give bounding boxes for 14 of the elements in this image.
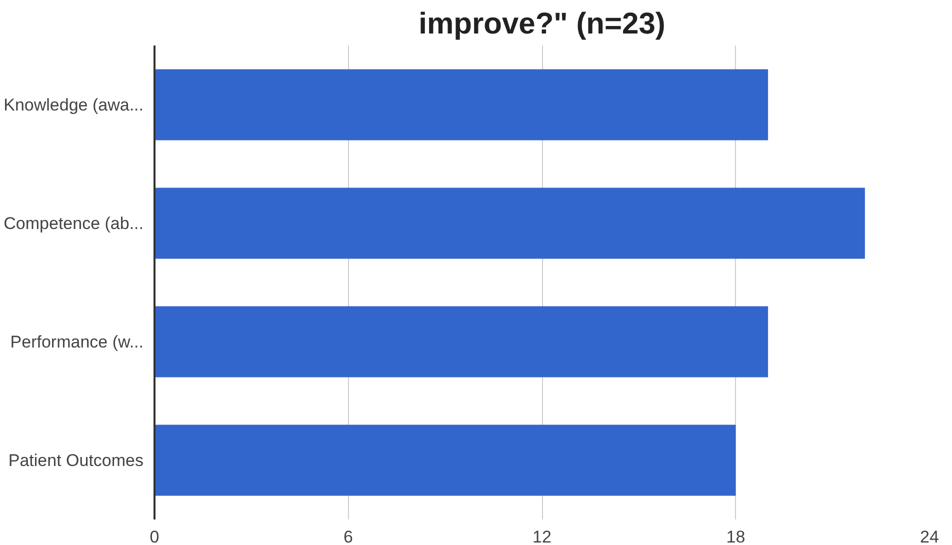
chart-title: improve?" (n=23) [418,8,666,40]
bar [154,188,865,259]
y-tick-label: Competence (ab... [4,214,144,233]
x-tick-label: 0 [150,528,160,545]
bar [154,69,768,140]
x-tick-label: 12 [532,528,552,545]
x-tick-label: 6 [344,528,353,545]
y-tick-label: Patient Outcomes [8,450,144,470]
x-tick-label: 24 [920,528,939,545]
y-tick-label: Knowledge (awa... [4,95,144,114]
y-tick-label: Performance (w... [10,332,144,352]
bar [154,306,768,378]
bar [154,424,736,496]
x-tick-label: 18 [726,528,746,545]
